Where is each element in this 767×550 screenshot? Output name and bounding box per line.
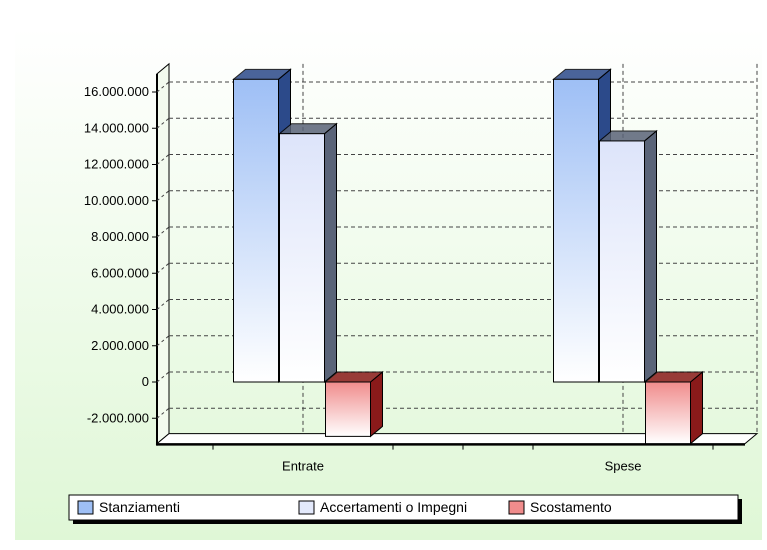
grid-line-wall xyxy=(156,226,170,238)
y-axis-ticks: 16.000.000 14.000.000 12.000.000 10.000.000… xyxy=(84,84,157,425)
y-tick-label: 10.000.000 xyxy=(84,193,149,208)
y-tick-label: 14.000.000 xyxy=(84,120,149,135)
legend-box xyxy=(68,494,739,521)
legend-swatch xyxy=(508,500,525,515)
x-tick-label: Entrate xyxy=(282,459,324,474)
y-tick-label: 2.000.000 xyxy=(91,338,149,353)
bar xyxy=(233,78,279,383)
grid-line-wall xyxy=(156,371,170,383)
legend: Stanziamenti Accertamenti o Impegni Scosta… xyxy=(68,494,742,524)
bar-side xyxy=(370,370,383,438)
legend-label: Scostamento xyxy=(530,499,612,515)
grid-line-wall xyxy=(156,190,170,202)
y-tick-label: 8.000.000 xyxy=(91,229,149,244)
y-tick-label: 6.000.000 xyxy=(91,265,149,280)
y-tick-label: 12.000.000 xyxy=(84,157,149,172)
grid-line-wall xyxy=(156,407,170,419)
grid-line-wall xyxy=(156,154,170,165)
bar-side xyxy=(644,129,657,384)
bar xyxy=(325,381,371,437)
legend-swatch xyxy=(298,500,315,515)
x-axis-ticks: Entrate Spese xyxy=(212,444,714,474)
bar xyxy=(279,133,325,383)
grid-line-wall xyxy=(156,117,170,129)
grid-line-wall xyxy=(156,299,170,310)
y-tick-label: 4.000.000 xyxy=(91,302,149,317)
y-tick-label: 16.000.000 xyxy=(84,84,149,99)
bar-side xyxy=(690,370,703,445)
y-tick-label: 0 xyxy=(142,374,149,389)
grid-line-wall xyxy=(156,81,170,93)
bar xyxy=(553,78,599,383)
x-tick-label: Spese xyxy=(605,459,642,474)
legend-label: Stanziamenti xyxy=(99,499,180,515)
grid-line-wall xyxy=(156,335,170,347)
legend-label: Accertamenti o Impegni xyxy=(320,499,467,515)
grid-line-wall xyxy=(156,262,170,274)
bar-side xyxy=(324,122,337,384)
bar xyxy=(599,140,645,383)
y-tick-label: -2.000.000 xyxy=(87,410,149,425)
left-wall xyxy=(156,62,170,445)
bars xyxy=(232,68,704,445)
plot-frame xyxy=(155,62,759,446)
bar xyxy=(645,381,691,445)
legend-swatch xyxy=(77,500,94,515)
